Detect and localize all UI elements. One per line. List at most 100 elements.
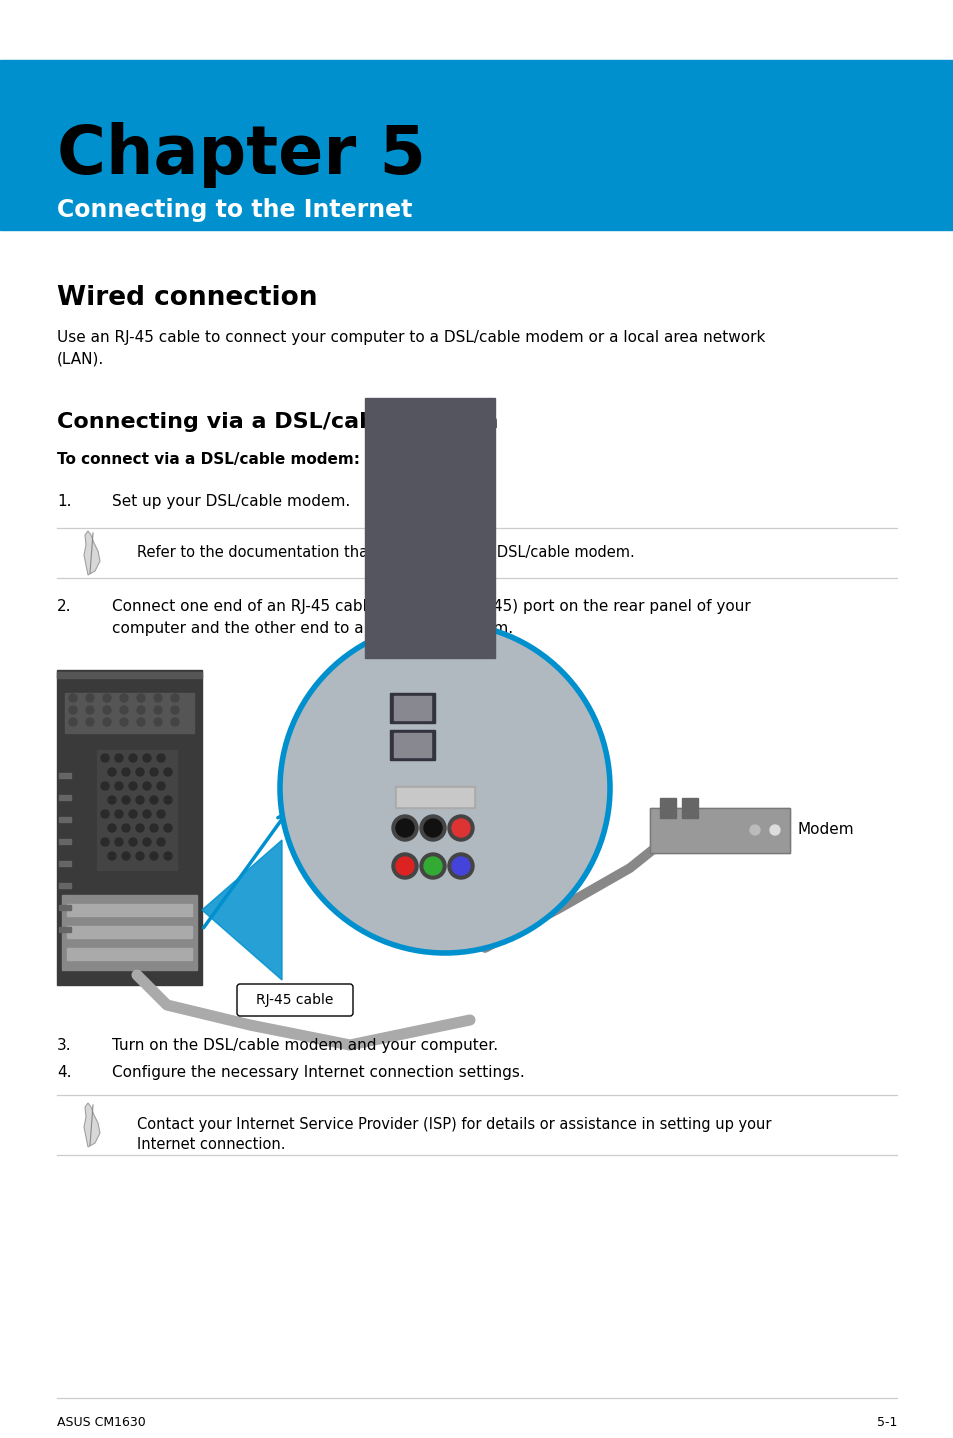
- Bar: [395, 787, 475, 808]
- Text: (LAN).: (LAN).: [57, 352, 104, 367]
- Bar: [59, 774, 71, 778]
- Circle shape: [86, 695, 94, 702]
- Circle shape: [120, 718, 128, 726]
- Bar: [390, 731, 435, 761]
- Text: Chapter 5: Chapter 5: [57, 122, 425, 188]
- Text: RJ-45 cable: RJ-45 cable: [256, 994, 334, 1007]
- Circle shape: [150, 797, 158, 804]
- Circle shape: [122, 797, 130, 804]
- Bar: [659, 798, 676, 818]
- Circle shape: [392, 815, 417, 841]
- Bar: [65, 693, 193, 733]
- Bar: [97, 751, 177, 870]
- Circle shape: [101, 810, 109, 818]
- Circle shape: [101, 782, 109, 789]
- Polygon shape: [202, 840, 282, 981]
- Text: Wired connection: Wired connection: [57, 285, 317, 311]
- Circle shape: [164, 768, 172, 777]
- Text: Connecting via a DSL/cable modem: Connecting via a DSL/cable modem: [57, 413, 497, 431]
- Circle shape: [769, 825, 780, 835]
- Circle shape: [171, 718, 179, 726]
- Bar: [57, 672, 202, 677]
- Bar: [59, 795, 71, 800]
- Text: Turn on the DSL/cable modem and your computer.: Turn on the DSL/cable modem and your com…: [112, 1038, 497, 1053]
- Circle shape: [101, 754, 109, 762]
- Text: Refer to the documentation that came with your DSL/cable modem.: Refer to the documentation that came wit…: [137, 545, 634, 561]
- Circle shape: [423, 820, 441, 837]
- Circle shape: [136, 797, 144, 804]
- Circle shape: [164, 851, 172, 860]
- Polygon shape: [84, 531, 100, 575]
- Circle shape: [153, 706, 162, 715]
- Bar: [67, 905, 192, 916]
- FancyBboxPatch shape: [236, 984, 353, 1017]
- Circle shape: [143, 810, 151, 818]
- Circle shape: [749, 825, 760, 835]
- Circle shape: [395, 820, 414, 837]
- Circle shape: [108, 768, 116, 777]
- Circle shape: [129, 754, 137, 762]
- Text: ASUS CM1630: ASUS CM1630: [57, 1416, 146, 1429]
- Circle shape: [69, 718, 77, 726]
- Circle shape: [452, 857, 470, 874]
- Circle shape: [280, 623, 609, 953]
- Bar: [394, 696, 431, 720]
- Text: Use an RJ-45 cable to connect your computer to a DSL/cable modem or a local area: Use an RJ-45 cable to connect your compu…: [57, 329, 764, 345]
- Bar: [59, 883, 71, 889]
- Circle shape: [115, 754, 123, 762]
- Circle shape: [103, 706, 111, 715]
- Bar: [390, 693, 435, 723]
- Text: Contact your Internet Service Provider (ISP) for details or assistance in settin: Contact your Internet Service Provider (…: [137, 1117, 771, 1132]
- Bar: [649, 808, 789, 853]
- Bar: [681, 798, 698, 818]
- Bar: [59, 905, 71, 910]
- Circle shape: [419, 853, 446, 879]
- Circle shape: [129, 782, 137, 789]
- Text: 5-1: 5-1: [876, 1416, 896, 1429]
- Circle shape: [122, 851, 130, 860]
- Circle shape: [448, 815, 474, 841]
- Circle shape: [137, 695, 145, 702]
- Circle shape: [69, 695, 77, 702]
- Bar: [59, 817, 71, 823]
- Circle shape: [143, 838, 151, 846]
- Circle shape: [150, 851, 158, 860]
- Circle shape: [419, 815, 446, 841]
- Circle shape: [136, 768, 144, 777]
- Circle shape: [108, 851, 116, 860]
- Text: Connecting to the Internet: Connecting to the Internet: [57, 198, 412, 221]
- Circle shape: [136, 851, 144, 860]
- Circle shape: [129, 810, 137, 818]
- Circle shape: [452, 820, 470, 837]
- Circle shape: [171, 706, 179, 715]
- Text: To connect via a DSL/cable modem:: To connect via a DSL/cable modem:: [57, 452, 359, 467]
- Bar: [0, 0, 953, 230]
- Circle shape: [136, 824, 144, 833]
- Circle shape: [103, 718, 111, 726]
- Circle shape: [392, 853, 417, 879]
- Text: Modem: Modem: [797, 823, 854, 837]
- Bar: [396, 788, 473, 807]
- Circle shape: [423, 857, 441, 874]
- Text: computer and the other end to a DSL/cable modem.: computer and the other end to a DSL/cabl…: [112, 621, 513, 636]
- Circle shape: [129, 838, 137, 846]
- Circle shape: [122, 824, 130, 833]
- Text: Internet connection.: Internet connection.: [137, 1137, 285, 1152]
- Text: 1.: 1.: [57, 495, 71, 509]
- Circle shape: [150, 768, 158, 777]
- Bar: [62, 894, 196, 971]
- Circle shape: [157, 838, 165, 846]
- Text: Connect one end of an RJ-45 cable to the LAN (RJ-45) port on the rear panel of y: Connect one end of an RJ-45 cable to the…: [112, 600, 750, 614]
- Bar: [365, 398, 495, 659]
- Circle shape: [164, 824, 172, 833]
- Circle shape: [150, 824, 158, 833]
- Bar: [0, 60, 953, 230]
- Circle shape: [171, 695, 179, 702]
- Circle shape: [103, 695, 111, 702]
- Circle shape: [108, 797, 116, 804]
- Polygon shape: [84, 1103, 100, 1148]
- Circle shape: [157, 754, 165, 762]
- Text: Configure the necessary Internet connection settings.: Configure the necessary Internet connect…: [112, 1066, 524, 1080]
- Bar: [67, 926, 192, 938]
- Circle shape: [108, 824, 116, 833]
